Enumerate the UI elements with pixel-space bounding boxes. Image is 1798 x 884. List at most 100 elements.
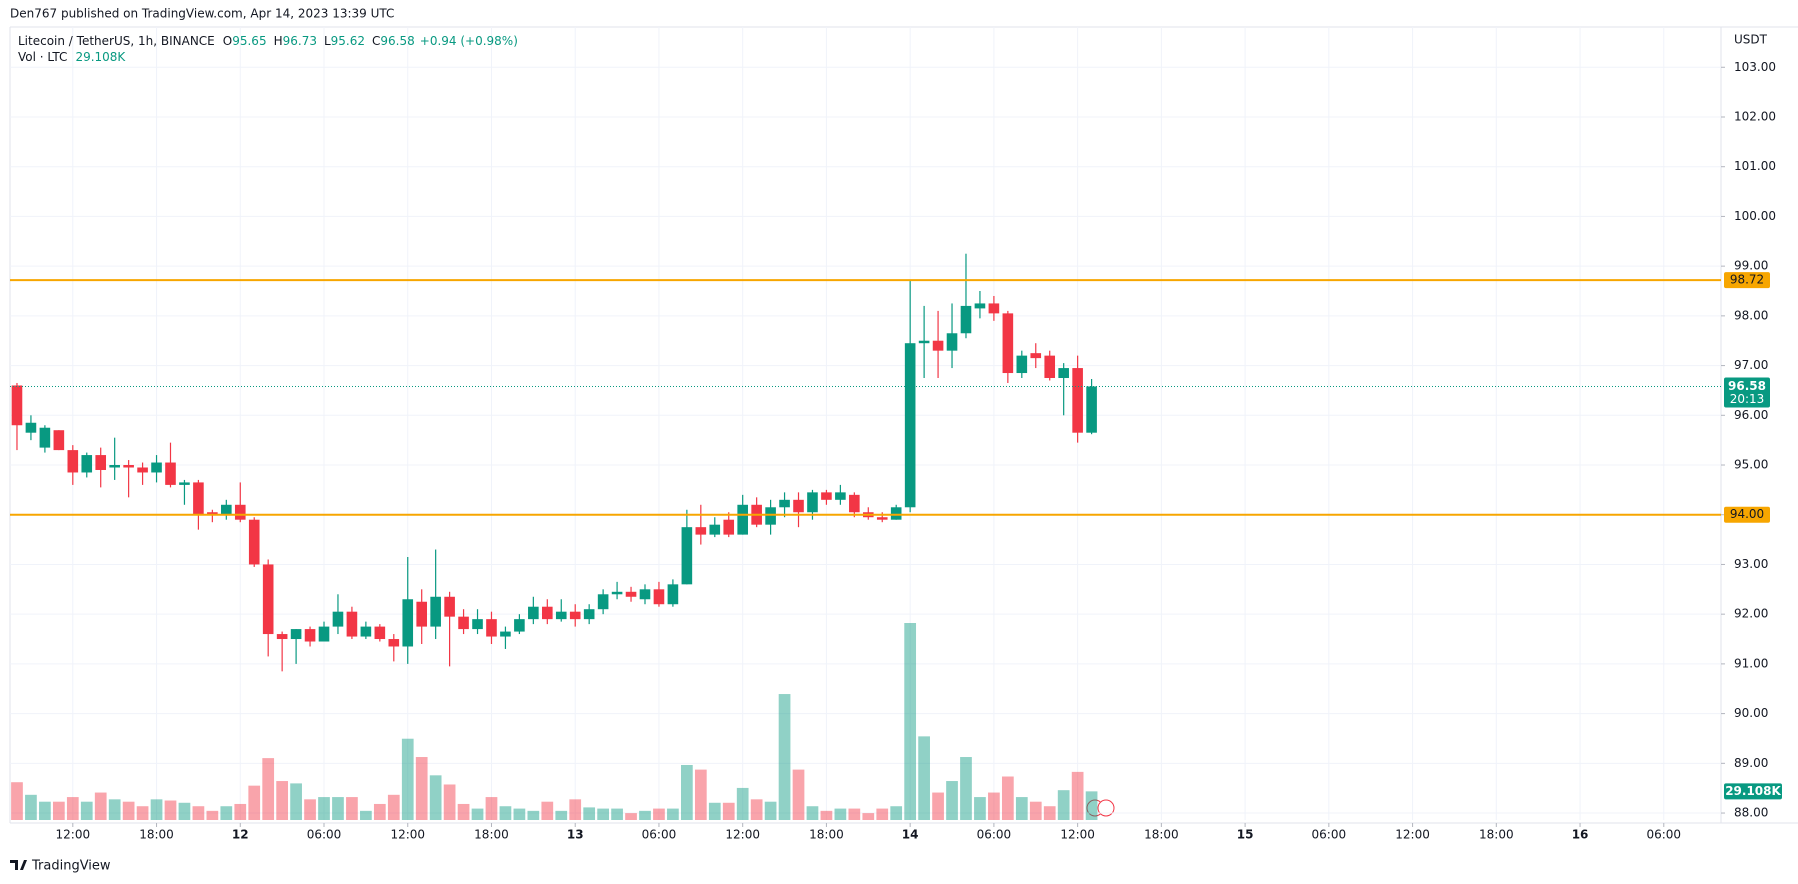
candle-body: [346, 611, 358, 637]
volume-bar: [346, 797, 358, 820]
volume-bar: [583, 807, 596, 820]
volume-bar: [597, 808, 609, 820]
volume-bar: [304, 799, 316, 820]
candle-body: [248, 519, 260, 565]
volume-pane: [11, 623, 1098, 820]
y-tick-label: 102.00: [1734, 109, 1776, 123]
volume-bar: [52, 801, 65, 820]
candle-body: [779, 499, 790, 508]
x-tick-label: 06:00: [977, 828, 1012, 842]
volume-bar: [373, 803, 386, 820]
volume-bar: [708, 802, 721, 820]
volume-bar: [639, 810, 651, 820]
ohlc-prefix: L: [324, 34, 331, 48]
candle-body: [360, 626, 372, 637]
volume-bar: [764, 801, 777, 820]
candle-body: [1002, 313, 1014, 374]
event-icons: [1086, 799, 1115, 817]
candle-body: [876, 517, 888, 520]
y-tick-label: 96.00: [1734, 408, 1768, 422]
candle-body: [81, 455, 93, 473]
ohlc-prefix: O: [223, 34, 232, 48]
volume-axis-label: 29.108K: [1725, 784, 1781, 798]
volume-bar: [94, 792, 107, 820]
logo-mark: [10, 860, 27, 870]
volume-bar: [904, 623, 917, 820]
volume-bar: [290, 783, 302, 820]
y-tick-label: 92.00: [1734, 607, 1768, 621]
candle-body: [207, 512, 218, 515]
volume-bar: [499, 806, 512, 820]
volume-bar: [25, 794, 37, 820]
volume-bar: [387, 794, 400, 820]
level-label: 98.72: [1730, 273, 1764, 287]
ohlc-prefix: C: [372, 34, 380, 48]
candle-body: [221, 504, 232, 515]
volume-bar: [876, 808, 889, 820]
volume-bar: [513, 808, 526, 820]
candle-body: [165, 462, 176, 485]
candle-body: [807, 492, 818, 513]
volume-bar: [332, 797, 344, 820]
candle-body: [960, 305, 972, 334]
x-tick-label: 16: [1572, 828, 1589, 842]
volume-title: Vol · LTC: [18, 50, 67, 64]
x-tick-label: 12:00: [390, 828, 425, 842]
volume-bar: [457, 803, 470, 820]
volume-bar: [1043, 806, 1056, 820]
volume-bar: [1001, 776, 1014, 820]
volume-bar: [806, 806, 819, 820]
volume-bar: [206, 810, 219, 820]
volume-bar: [1085, 791, 1098, 820]
candle-body: [653, 589, 665, 605]
candle-body: [542, 606, 553, 620]
candle-body: [793, 499, 804, 513]
candle-body: [25, 422, 37, 433]
y-tick-label: 93.00: [1734, 557, 1768, 571]
legend-volume: Vol · LTC 29.108K: [18, 50, 126, 64]
ohlc-value: 96.58: [380, 34, 414, 48]
y-tick-label: 103.00: [1734, 60, 1776, 74]
candle-body: [611, 591, 623, 595]
event-icon[interactable]: [1097, 799, 1115, 817]
volume-bar: [946, 781, 958, 820]
candle-body: [765, 507, 776, 525]
candle-body: [262, 564, 274, 635]
last-price-label: 96.58: [1728, 379, 1766, 393]
candle-body: [402, 599, 414, 647]
candle-body: [597, 594, 609, 610]
candle-body: [500, 631, 511, 637]
candle-body: [332, 611, 344, 627]
volume-bar: [262, 758, 275, 820]
x-tick-label: 18:00: [809, 828, 844, 842]
ohlc-value: 96.73: [283, 34, 317, 48]
volume-bar: [471, 808, 484, 820]
candle-body: [374, 626, 386, 640]
volume-bar: [681, 764, 693, 820]
x-tick-label: 06:00: [642, 828, 677, 842]
volume-bar: [136, 806, 149, 820]
volume-bar: [862, 813, 875, 820]
candle-body: [430, 596, 441, 627]
candle-body: [444, 596, 455, 617]
ohlc-change: +0.94 (+0.98%): [420, 34, 518, 48]
volume-bar: [1071, 771, 1084, 820]
volume-bar: [890, 806, 903, 820]
volume-bar: [401, 738, 414, 820]
volume-value: 29.108K: [75, 50, 126, 64]
candle-body: [416, 601, 428, 627]
x-tick-label: 18:00: [139, 828, 174, 842]
y-tick-label: 95.00: [1734, 458, 1768, 472]
candle-body: [388, 639, 400, 647]
candle-body: [709, 524, 721, 535]
candle-body: [932, 340, 944, 351]
volume-bar: [80, 801, 93, 820]
footer-logo: [10, 860, 27, 870]
candle-body: [737, 504, 748, 535]
volume-bar: [974, 797, 986, 820]
volume-bar: [722, 802, 735, 820]
candle-body: [583, 609, 595, 620]
candle-body: [821, 492, 832, 500]
candles: [11, 253, 1097, 672]
candle-body: [179, 482, 190, 485]
